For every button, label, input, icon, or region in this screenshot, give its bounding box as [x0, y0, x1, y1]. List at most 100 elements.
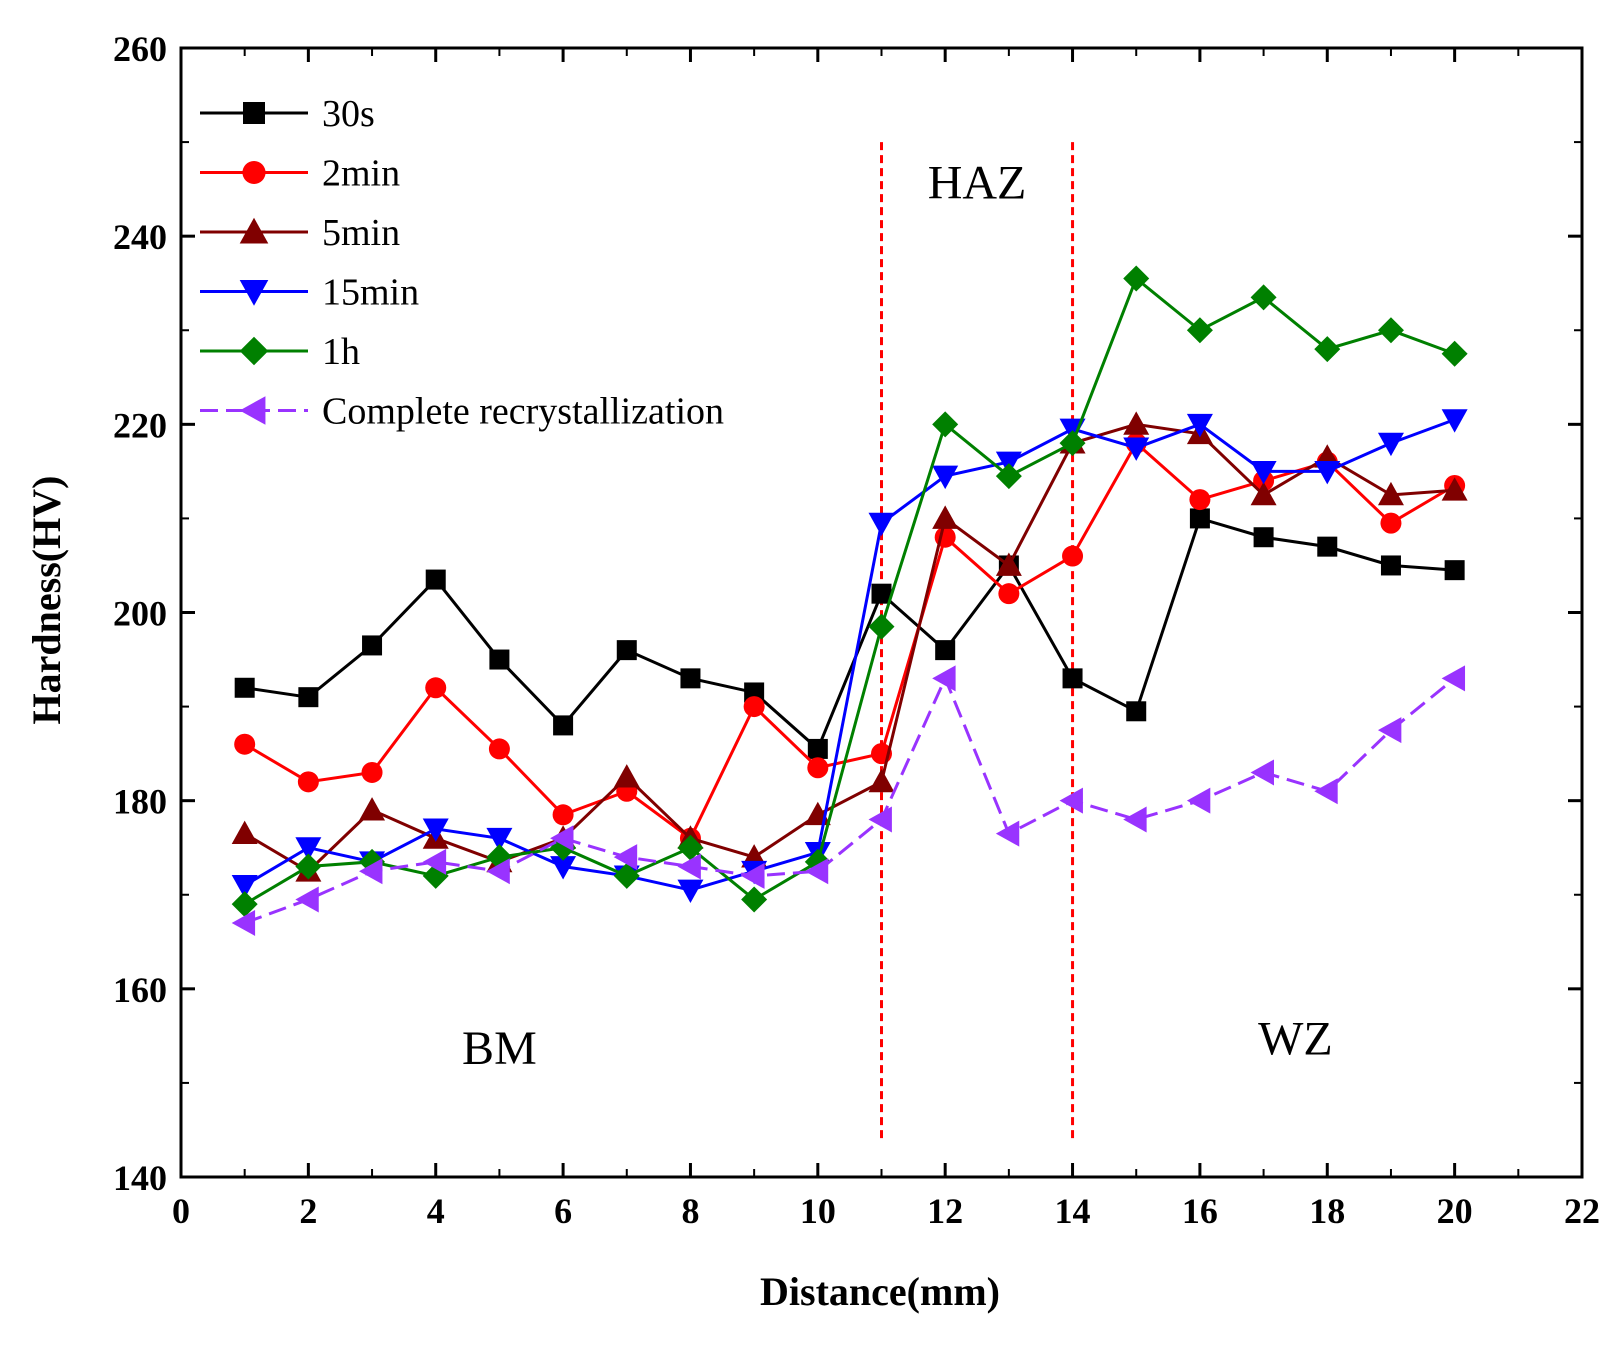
data-point [486, 858, 510, 885]
data-point [1123, 411, 1150, 435]
data-point [677, 879, 704, 904]
data-point [234, 677, 255, 698]
data-point [1059, 430, 1086, 457]
zone-label: WZ [1258, 1013, 1333, 1066]
data-point [425, 569, 446, 590]
data-point [1314, 778, 1338, 805]
data-point [868, 512, 895, 537]
data-point [932, 505, 959, 529]
x-tick-label: 16 [1182, 1191, 1218, 1231]
data-point [1062, 545, 1084, 567]
data-point [1250, 284, 1277, 311]
data-point [422, 818, 449, 842]
data-point [998, 583, 1020, 605]
y-tick-label: 140 [113, 1158, 167, 1198]
legend-item: Complete recrystallization [200, 391, 724, 433]
data-point [1380, 512, 1402, 534]
data-point [1253, 527, 1274, 548]
data-point [1250, 759, 1274, 786]
data-point [613, 764, 640, 788]
data-point [361, 761, 383, 783]
data-point [488, 738, 510, 760]
data-point [1126, 701, 1147, 722]
data-point [804, 858, 829, 885]
data-point [1189, 489, 1211, 511]
data-point [1123, 806, 1147, 833]
x-tick-label: 2 [299, 1191, 317, 1231]
legend-item: 5min [200, 212, 400, 254]
data-point [1377, 717, 1402, 744]
legend-item: 15min [200, 272, 419, 314]
x-axis-title: Distance(mm) [760, 1269, 1000, 1314]
y-tick-label: 160 [113, 970, 167, 1010]
legend-label: 15min [322, 272, 419, 314]
legend-marker [239, 217, 269, 244]
data-point [231, 874, 258, 899]
data-point [868, 768, 895, 793]
data-point [1380, 555, 1401, 576]
data-point [295, 837, 322, 861]
data-point [1123, 437, 1150, 461]
legend-label: Complete recrystallization [322, 391, 724, 433]
x-tick-label: 18 [1309, 1191, 1345, 1231]
data-point [1441, 409, 1468, 433]
data-point [995, 463, 1022, 490]
legend-label: 2min [322, 153, 400, 195]
x-tick-label: 10 [800, 1191, 836, 1231]
data-point [1441, 477, 1468, 501]
data-point [1314, 460, 1341, 485]
series-line [243, 422, 1455, 874]
data-point [741, 886, 768, 913]
y-tick-label: 260 [113, 29, 167, 69]
legend-label: 5min [322, 212, 400, 254]
data-point [1062, 668, 1083, 689]
data-point [231, 891, 258, 918]
x-tick-label: 20 [1437, 1191, 1473, 1231]
data-point [425, 677, 447, 699]
data-point [677, 834, 704, 861]
legend-marker [239, 396, 266, 425]
data-point [1314, 336, 1341, 363]
data-point [995, 820, 1020, 847]
data-point [613, 862, 640, 889]
data-point [297, 771, 319, 793]
series-line [244, 674, 1456, 925]
zone-label: BM [462, 1022, 537, 1075]
data-point [298, 687, 319, 708]
data-point [234, 733, 256, 755]
x-tick-label: 22 [1564, 1191, 1600, 1231]
data-point [807, 738, 828, 759]
data-point [362, 635, 383, 656]
y-tick-label: 180 [113, 782, 167, 822]
legend-item: 1h [200, 331, 360, 373]
legend-label: 1h [322, 331, 360, 373]
data-point [550, 825, 574, 852]
x-tick-label: 14 [1055, 1191, 1091, 1231]
data-point [932, 411, 959, 438]
y-tick-label: 200 [113, 594, 167, 634]
data-point [552, 804, 574, 826]
series-line [244, 516, 1455, 752]
series-3 [231, 409, 1468, 904]
data-point [231, 820, 258, 844]
legend-label: 30s [322, 93, 375, 135]
data-point [295, 853, 322, 880]
data-point [743, 696, 765, 718]
data-point [807, 757, 829, 779]
data-point [422, 848, 447, 875]
data-point [359, 797, 386, 821]
data-point [1377, 317, 1404, 344]
data-point [1186, 787, 1211, 814]
data-point [868, 613, 895, 640]
data-point [550, 856, 577, 880]
legend-item: 2min [200, 153, 400, 195]
data-point [741, 862, 765, 889]
data-point [1444, 560, 1465, 581]
data-point [486, 827, 513, 852]
legend-marker [243, 102, 265, 124]
data-point [1377, 481, 1404, 506]
legend-item: 30s [200, 93, 375, 135]
data-point [1189, 508, 1210, 529]
